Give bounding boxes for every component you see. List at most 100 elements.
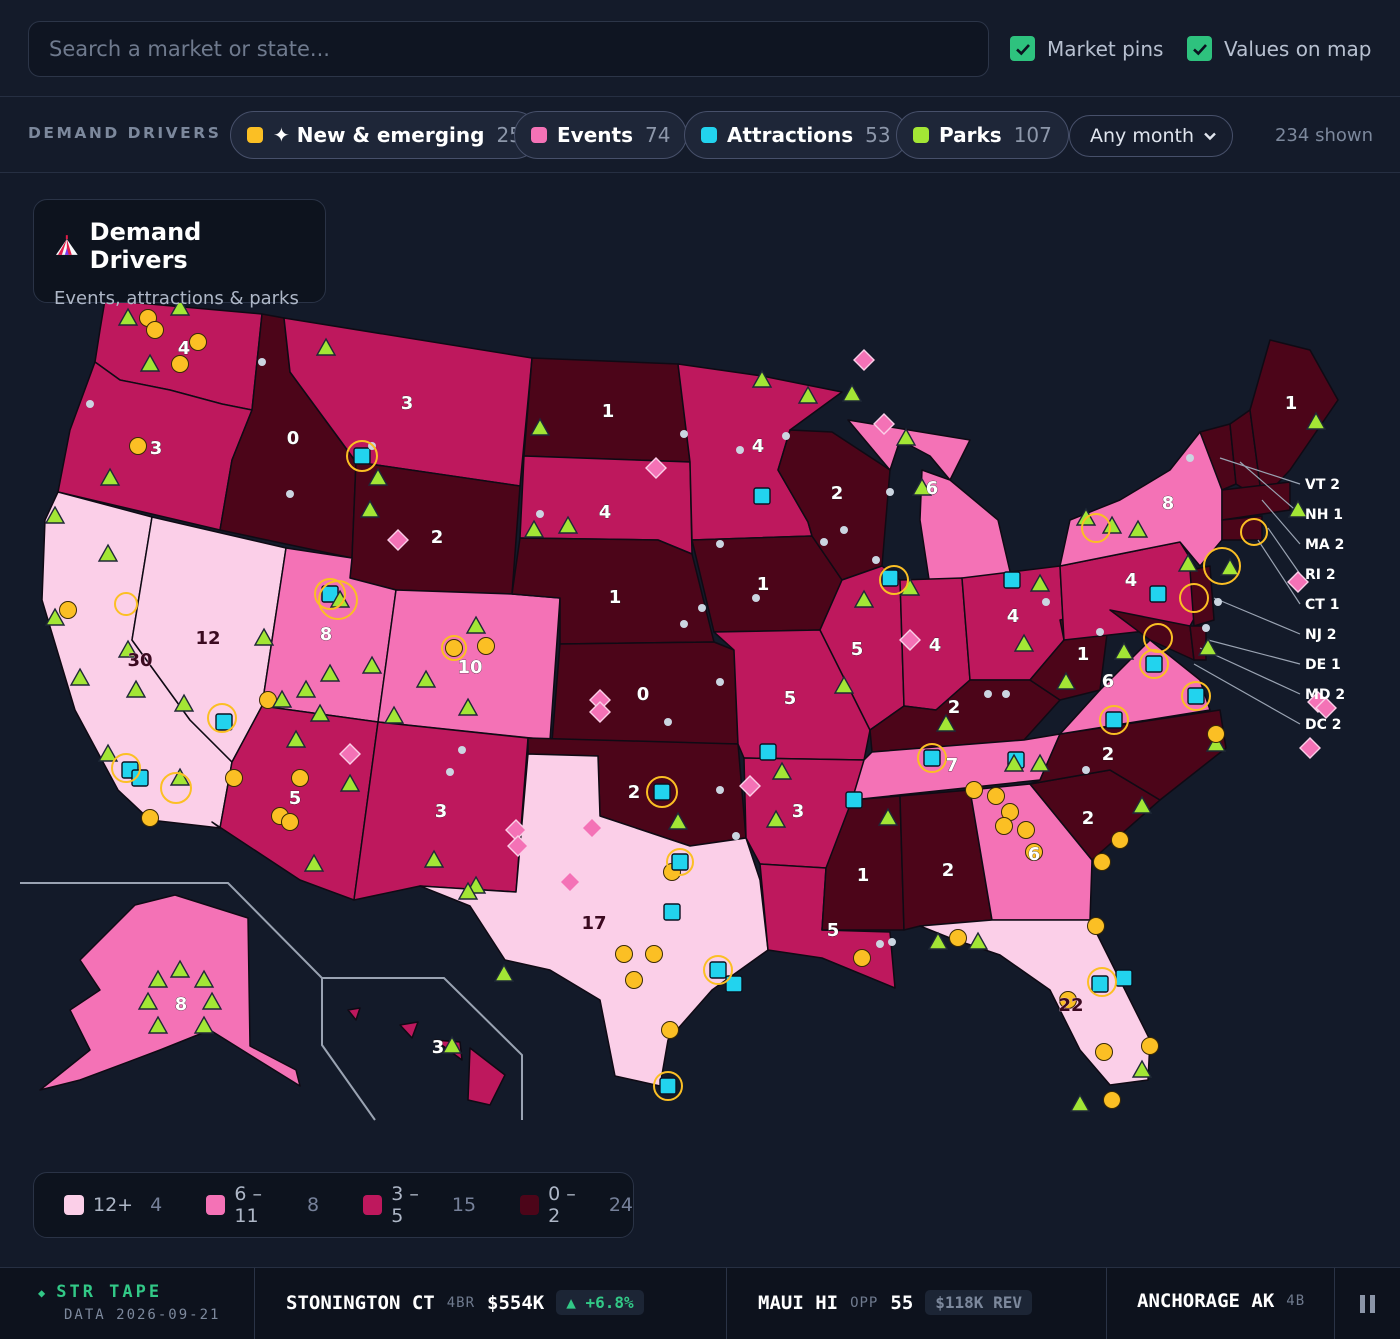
value-sd: 4 <box>599 502 612 523</box>
chevron-down-icon <box>1204 132 1216 141</box>
legend-swatch <box>363 1195 383 1215</box>
chip-attractions[interactable]: Attractions 53 <box>684 111 908 159</box>
ticker-item[interactable]: STONINGTON CT 4BR $554K ▲ +6.8% <box>286 1290 644 1315</box>
shown-count: 234 shown <box>1274 125 1373 146</box>
value-co: 10 <box>457 657 482 678</box>
callout-ct: CT 1 <box>1305 597 1339 613</box>
value-nd: 1 <box>602 401 615 422</box>
value-tn: 7 <box>946 755 959 776</box>
value-mi: 6 <box>926 478 939 499</box>
state-va <box>1059 639 1211 735</box>
diamond-icon: ◆ <box>38 1286 49 1300</box>
state-ny <box>1059 431 1223 567</box>
value-mo: 5 <box>784 688 797 709</box>
ticker-score: 55 <box>890 1291 914 1314</box>
ticker-item[interactable]: MAUI HI OPP 55 $118K REV <box>758 1290 1032 1315</box>
legend-count: 15 <box>451 1194 477 1216</box>
value-ms: 1 <box>857 865 870 886</box>
value-az: 5 <box>289 788 302 809</box>
chip-parks[interactable]: Parks 107 <box>896 111 1069 159</box>
legend-swatch <box>520 1195 540 1215</box>
value-al: 2 <box>942 860 955 881</box>
chip-label: Parks <box>939 123 1002 147</box>
market-pins[interactable] <box>45 298 1337 1112</box>
callout-md: MD 2 <box>1305 687 1345 703</box>
value-nc: 2 <box>1102 744 1115 765</box>
value-tx: 17 <box>581 913 606 934</box>
ticker-beds: 4BR <box>446 1294 476 1311</box>
value-ar: 3 <box>792 801 805 822</box>
value-va: 6 <box>1102 671 1115 692</box>
ticker-brand: ◆ STR TAPE <box>38 1282 162 1302</box>
state-ak <box>39 894 301 1091</box>
ticker-change: ▲ +6.8% <box>556 1290 644 1315</box>
value-wa: 4 <box>178 338 191 359</box>
state-me <box>1249 339 1339 501</box>
legend-item: 12+ 4 <box>64 1194 162 1216</box>
chip-new-emerging[interactable]: ✦ New & emerging 25 <box>230 111 539 159</box>
market-pins-toggle[interactable]: Market pins <box>1010 36 1163 61</box>
ticker-market: STONINGTON CT <box>286 1291 435 1314</box>
new-emerging-swatch <box>247 127 263 143</box>
state-co <box>377 589 561 741</box>
callout-ma: MA 2 <box>1305 537 1344 553</box>
callout-vt: VT 2 <box>1305 477 1340 493</box>
callout-labels: VT 2 NH 1 MA 2 RI 2 CT 1 NJ 2 DE 1 MD 2 … <box>1305 477 1345 733</box>
inset-frame <box>20 882 523 1121</box>
value-ca: 30 <box>127 650 152 671</box>
callout-de: DE 1 <box>1305 657 1341 673</box>
search-box[interactable] <box>28 21 989 77</box>
market-pins-label: Market pins <box>1047 36 1164 61</box>
legend-item: 0 – 2 24 <box>520 1183 633 1227</box>
month-select[interactable]: Any month <box>1069 115 1233 157</box>
panel-title: Demand Drivers <box>89 218 202 274</box>
callout-leaders <box>1193 457 1301 725</box>
filter-section-label: DEMAND DRIVERS <box>28 124 222 142</box>
chip-events[interactable]: Events 74 <box>514 111 688 159</box>
callout-nh: NH 1 <box>1305 507 1343 523</box>
legend-count: 4 <box>150 1194 163 1216</box>
divider <box>254 1268 255 1339</box>
state-values: 4 3 30 12 0 3 2 8 10 5 3 1 4 1 0 2 17 4 … <box>127 338 1297 1059</box>
top-bar: Market pins Values on map <box>0 0 1400 97</box>
state-tx <box>419 753 769 1087</box>
value-nv: 12 <box>195 628 220 649</box>
legend-item: 6 – 11 8 <box>206 1183 319 1227</box>
value-ia: 1 <box>757 574 770 595</box>
state-nj <box>1189 565 1215 627</box>
checkbox-checked-icon[interactable] <box>1010 36 1035 61</box>
value-wi: 2 <box>831 483 844 504</box>
checkbox-checked-icon[interactable] <box>1187 36 1212 61</box>
ticker-market: MAUI HI <box>758 1291 839 1314</box>
value-mt: 3 <box>401 393 414 414</box>
callout-dc: DC 2 <box>1305 717 1342 733</box>
panel-subtitle: Events, attractions & parks <box>54 288 299 309</box>
state-ms <box>821 795 905 931</box>
chip-label: ✦ New & emerging <box>273 123 485 147</box>
value-mn: 4 <box>752 436 765 457</box>
search-input[interactable] <box>49 37 968 61</box>
map-canvas[interactable]: 4 3 30 12 0 3 2 8 10 5 3 1 4 1 0 2 17 4 … <box>0 173 1400 1267</box>
value-wv: 1 <box>1077 644 1090 665</box>
month-select-value: Any month <box>1090 125 1194 147</box>
ticker-brand-label: STR TAPE <box>56 1282 163 1302</box>
legend-item: 3 – 5 15 <box>363 1183 476 1227</box>
us-choropleth-map[interactable]: 4 3 30 12 0 3 2 8 10 5 3 1 4 1 0 2 17 4 … <box>0 173 1400 1267</box>
ticker-value: $554K <box>487 1291 545 1314</box>
pause-button[interactable] <box>1334 1268 1400 1339</box>
ticker-market: ANCHORAGE AK <box>1137 1290 1275 1312</box>
circus-tent-icon <box>55 235 78 255</box>
divider <box>726 1268 727 1339</box>
legend-swatch <box>64 1195 84 1215</box>
value-pa: 4 <box>1125 570 1138 591</box>
chip-label: Attractions <box>727 123 854 147</box>
value-wy: 2 <box>431 527 444 548</box>
state-mi <box>847 419 971 481</box>
values-on-map-label: Values on map <box>1224 36 1372 61</box>
ticker-date: DATA 2026-09-21 <box>64 1307 221 1323</box>
values-on-map-toggle[interactable]: Values on map <box>1187 36 1371 61</box>
filter-row: DEMAND DRIVERS ✦ New & emerging 25 Event… <box>0 97 1400 173</box>
map-title-card: Demand Drivers Events, attractions & par… <box>33 199 326 309</box>
value-ne: 1 <box>609 587 622 608</box>
ticker-item[interactable]: ANCHORAGE AK 4B <box>1137 1290 1305 1312</box>
